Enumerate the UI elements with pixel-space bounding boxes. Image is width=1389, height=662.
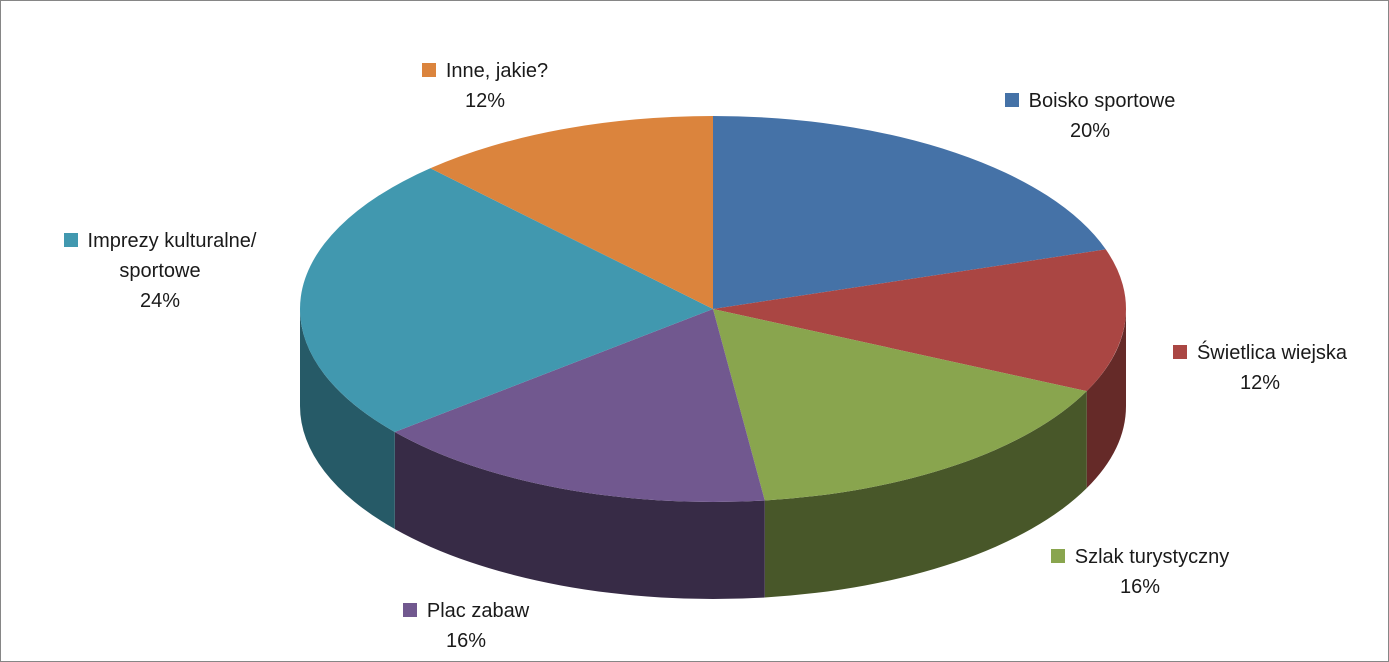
label-swatch <box>402 603 417 617</box>
label-name: Imprezy kulturalne/ <box>87 230 257 252</box>
label-swatch <box>1050 549 1065 563</box>
label-swatch <box>421 63 436 77</box>
label-value: 20% <box>1069 120 1111 142</box>
pie-slice-5 <box>430 116 713 309</box>
pie-side-3 <box>394 432 765 599</box>
pie-depth <box>300 309 1126 599</box>
label-plac: Plac zabaw 16% <box>366 596 566 656</box>
pie-slice-3 <box>394 309 765 502</box>
label-boisko: Boisko sportowe 20% <box>970 86 1210 146</box>
pie-side-1 <box>1086 309 1126 489</box>
label-imprezy: Imprezy kulturalne/ sportowe 24% <box>30 226 290 316</box>
label-name: Boisko sportowe <box>1028 90 1176 112</box>
label-name: Szlak turystyczny <box>1074 546 1230 568</box>
pie-side-2 <box>764 391 1087 598</box>
label-swietlica: Świetlica wiejska 12% <box>1140 338 1380 398</box>
pie-side-4 <box>300 309 395 530</box>
pie-slice-1 <box>713 249 1127 392</box>
pie-slice-2 <box>713 309 1087 501</box>
label-name: Plac zabaw <box>426 600 530 622</box>
label-swatch <box>1172 345 1187 359</box>
pie-slice-4 <box>300 168 713 433</box>
label-value: 12% <box>1239 372 1281 394</box>
label-value: 16% <box>1119 576 1161 598</box>
label-name: Inne, jakie? <box>445 60 549 82</box>
label-szlak: Szlak turystyczny 16% <box>1020 542 1260 602</box>
label-swatch <box>63 233 78 247</box>
label-value: 24% <box>139 290 181 312</box>
label-value: 12% <box>464 90 506 112</box>
label-value: 16% <box>445 630 487 652</box>
label-inne: Inne, jakie? 12% <box>410 56 560 116</box>
label-name: Świetlica wiejska <box>1196 342 1348 364</box>
pie-slice-0 <box>713 116 1106 309</box>
label-swatch <box>1004 93 1019 107</box>
label-name-line2: sportowe <box>119 260 201 282</box>
pie-top <box>300 116 1127 502</box>
